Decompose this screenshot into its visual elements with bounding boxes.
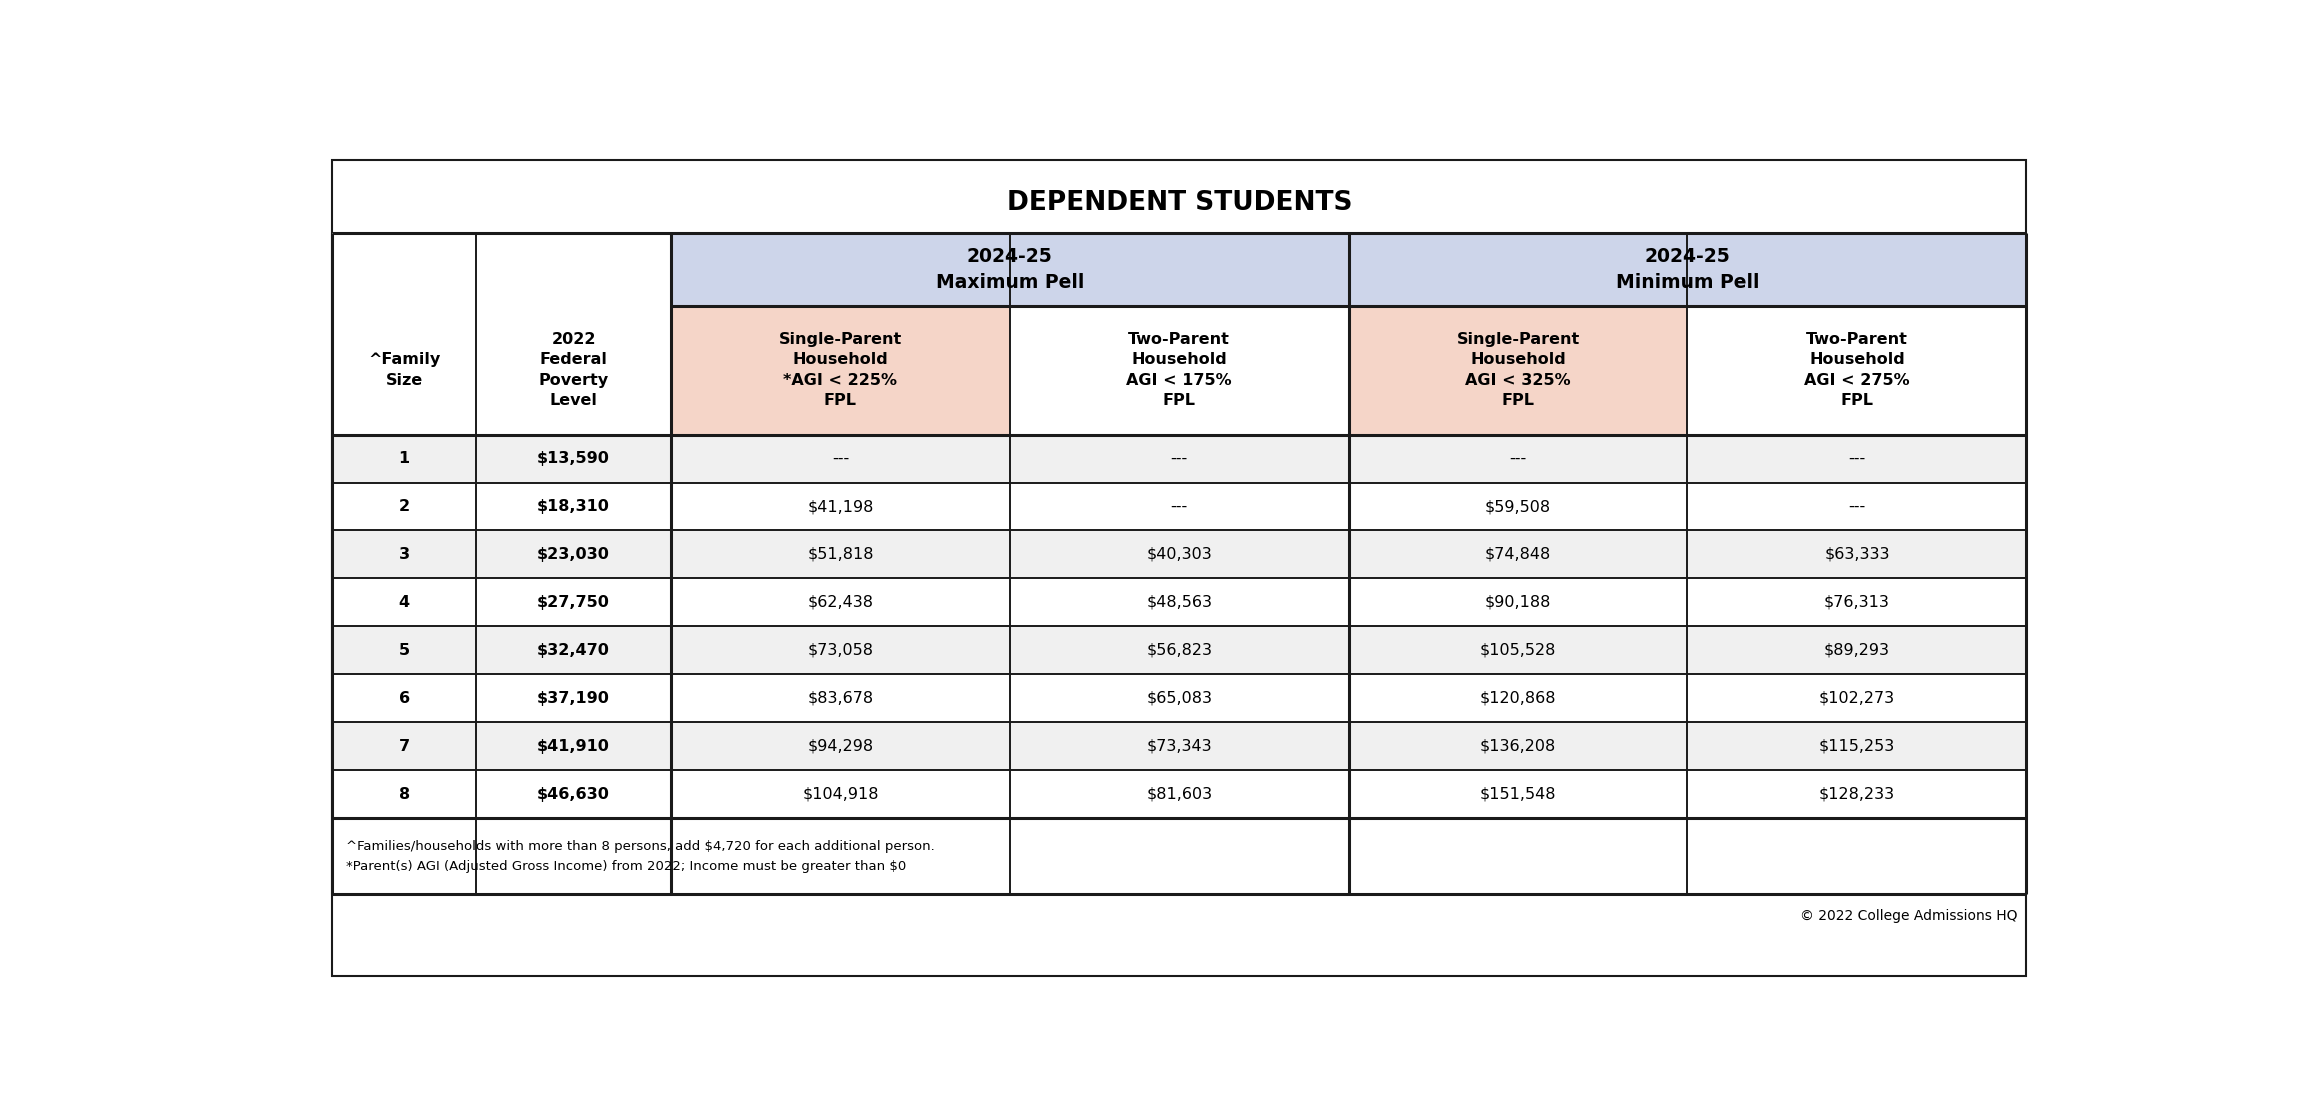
- Text: $23,030: $23,030: [536, 547, 610, 562]
- Text: $105,528: $105,528: [1480, 643, 1555, 658]
- Bar: [331, 626, 2027, 674]
- Text: $102,273: $102,273: [1818, 691, 1896, 706]
- Bar: [331, 578, 2027, 626]
- Text: 2024-25
Maximum Pell: 2024-25 Maximum Pell: [937, 247, 1084, 291]
- Text: $65,083: $65,083: [1146, 691, 1213, 706]
- Text: ---: ---: [1848, 451, 1866, 466]
- Text: $62,438: $62,438: [808, 595, 874, 610]
- Bar: [672, 233, 1348, 306]
- Text: $115,253: $115,253: [1818, 739, 1896, 754]
- Text: $63,333: $63,333: [1825, 547, 1889, 562]
- Text: 2024-25
Minimum Pell: 2024-25 Minimum Pell: [1615, 247, 1760, 291]
- Text: 2: 2: [398, 499, 410, 514]
- Text: $18,310: $18,310: [536, 499, 610, 514]
- Text: $41,910: $41,910: [536, 739, 610, 754]
- Text: ---: ---: [833, 451, 849, 466]
- Text: $74,848: $74,848: [1484, 547, 1551, 562]
- Text: 1: 1: [398, 451, 410, 466]
- Text: DEPENDENT STUDENTS: DEPENDENT STUDENTS: [1006, 190, 1353, 215]
- Bar: [1010, 306, 1348, 434]
- Text: $13,590: $13,590: [536, 451, 610, 466]
- Text: $40,303: $40,303: [1146, 547, 1213, 562]
- Bar: [1348, 233, 2027, 306]
- Text: $90,188: $90,188: [1484, 595, 1551, 610]
- Bar: [331, 482, 2027, 530]
- Text: 4: 4: [398, 595, 410, 610]
- Text: $41,198: $41,198: [808, 499, 874, 514]
- Bar: [1348, 306, 1687, 434]
- Bar: [331, 770, 2027, 818]
- Text: $151,548: $151,548: [1480, 787, 1555, 801]
- Text: Two-Parent
Household
AGI < 175%
FPL: Two-Parent Household AGI < 175% FPL: [1127, 331, 1231, 408]
- Text: 5: 5: [398, 643, 410, 658]
- Text: $73,058: $73,058: [808, 643, 874, 658]
- Text: $59,508: $59,508: [1484, 499, 1551, 514]
- Text: 2022
Federal
Poverty
Level: 2022 Federal Poverty Level: [538, 331, 610, 408]
- Text: ---: ---: [1848, 499, 1866, 514]
- Text: 7: 7: [398, 739, 410, 754]
- Bar: [331, 818, 2027, 894]
- Text: $128,233: $128,233: [1818, 787, 1896, 801]
- Bar: [331, 530, 2027, 578]
- Text: $32,470: $32,470: [536, 643, 610, 658]
- Text: $104,918: $104,918: [803, 787, 879, 801]
- Text: Single-Parent
Household
*AGI < 225%
FPL: Single-Parent Household *AGI < 225% FPL: [778, 331, 902, 408]
- Text: Single-Parent
Household
AGI < 325%
FPL: Single-Parent Household AGI < 325% FPL: [1457, 331, 1581, 408]
- Text: ^Family
Size: ^Family Size: [368, 353, 439, 387]
- Text: $83,678: $83,678: [808, 691, 874, 706]
- Text: $56,823: $56,823: [1146, 643, 1213, 658]
- Text: ---: ---: [1171, 451, 1187, 466]
- Text: Two-Parent
Household
AGI < 275%
FPL: Two-Parent Household AGI < 275% FPL: [1804, 331, 1910, 408]
- Text: $120,868: $120,868: [1480, 691, 1555, 706]
- Bar: [672, 306, 1010, 434]
- Bar: [331, 434, 2027, 482]
- Text: $27,750: $27,750: [536, 595, 610, 610]
- Bar: [331, 674, 2027, 722]
- Text: © 2022 College Admissions HQ: © 2022 College Admissions HQ: [1799, 908, 2018, 923]
- Text: $37,190: $37,190: [536, 691, 610, 706]
- Text: ^Families/households with more than 8 persons, add $4,720 for each additional pe: ^Families/households with more than 8 pe…: [347, 840, 934, 873]
- Text: ---: ---: [1509, 451, 1526, 466]
- Text: $46,630: $46,630: [536, 787, 610, 801]
- Text: $81,603: $81,603: [1146, 787, 1213, 801]
- Text: $48,563: $48,563: [1146, 595, 1213, 610]
- Text: $89,293: $89,293: [1825, 643, 1889, 658]
- Bar: [1687, 306, 2027, 434]
- Text: $94,298: $94,298: [808, 739, 874, 754]
- Text: 6: 6: [398, 691, 410, 706]
- Text: 8: 8: [398, 787, 410, 801]
- Bar: [331, 722, 2027, 770]
- Text: 3: 3: [398, 547, 410, 562]
- Bar: [331, 306, 476, 434]
- Text: $136,208: $136,208: [1480, 739, 1555, 754]
- Text: $51,818: $51,818: [808, 547, 874, 562]
- Text: ---: ---: [1171, 499, 1187, 514]
- Text: $76,313: $76,313: [1825, 595, 1889, 610]
- Text: $73,343: $73,343: [1146, 739, 1213, 754]
- Bar: [331, 233, 672, 306]
- Bar: [476, 306, 672, 434]
